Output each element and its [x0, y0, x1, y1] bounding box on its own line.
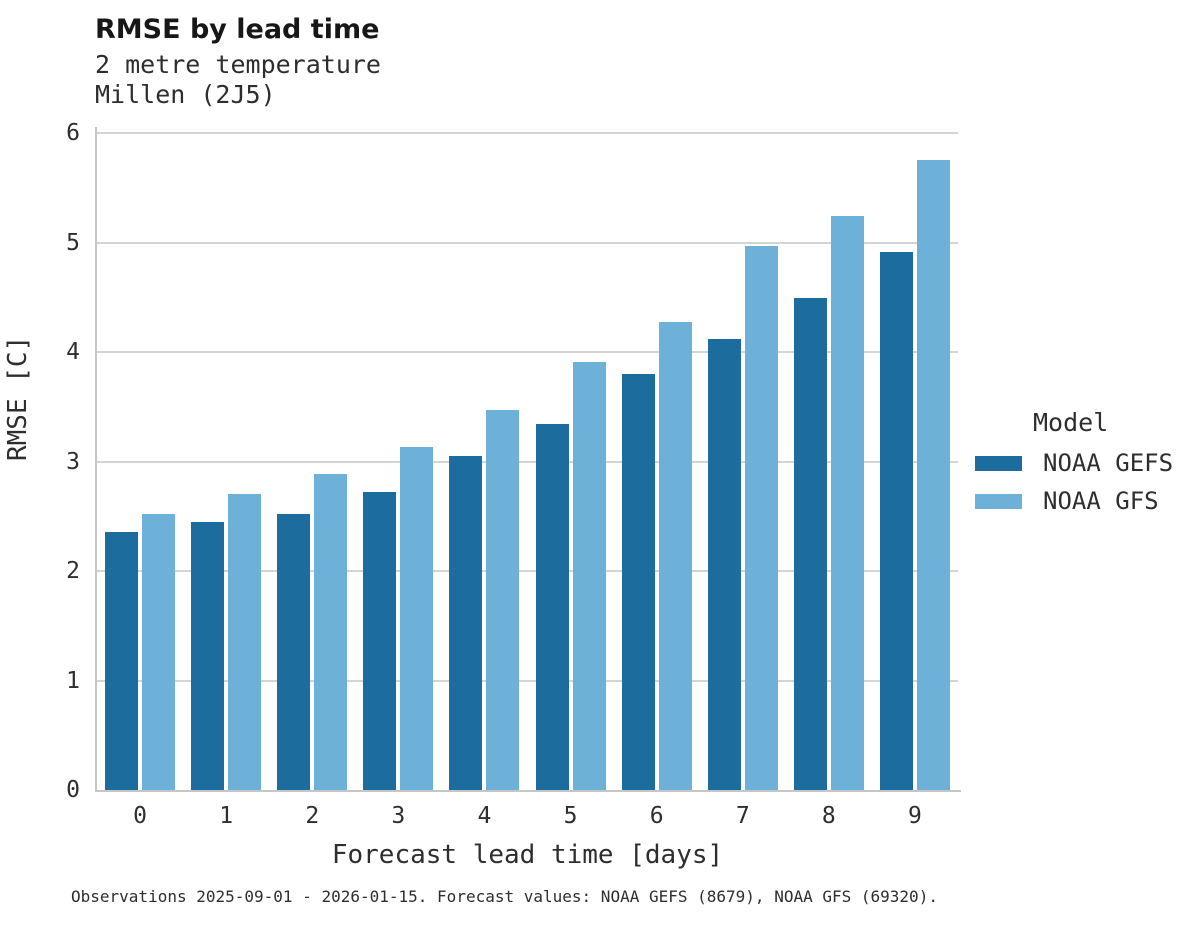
gridline-y-6 — [97, 132, 958, 134]
y-tick-label-4: 4 — [66, 339, 80, 365]
gridline-y-5 — [97, 241, 958, 244]
chart-subtitle: 2 metre temperature Millen (2J5) — [95, 50, 381, 110]
bar-noaa-gfs-day-7 — [744, 245, 778, 790]
x-axis-label: Forecast lead time [days] — [331, 840, 724, 870]
legend-swatch-noaa-gefs — [975, 455, 1022, 471]
bar-noaa-gfs-day-5 — [572, 361, 606, 790]
bar-noaa-gefs-day-3 — [363, 492, 397, 790]
x-tick-label-8: 8 — [821, 803, 836, 829]
bar-noaa-gfs-day-8 — [830, 216, 864, 790]
y-axis-label: RMSE [C] — [3, 335, 33, 461]
y-tick-label-3: 3 — [66, 448, 80, 475]
bar-noaa-gefs-day-6 — [621, 373, 655, 790]
y-tick-label-2: 2 — [66, 558, 80, 584]
y-tick-label-0: 0 — [66, 777, 80, 803]
subtitle-variable: 2 metre temperature — [95, 50, 381, 79]
bar-noaa-gefs-day-1 — [191, 521, 225, 790]
bar-noaa-gfs-day-1 — [228, 494, 262, 790]
legend: Model NOAA GEFS NOAA GFS — [975, 408, 1173, 515]
legend-item-noaa-gfs: NOAA GFS — [975, 487, 1173, 515]
bar-noaa-gefs-day-0 — [105, 531, 139, 790]
gridline-y-1 — [97, 679, 958, 682]
x-tick-label-1: 1 — [219, 803, 234, 829]
y-tick-label-5: 5 — [66, 229, 80, 256]
bar-noaa-gfs-day-2 — [314, 473, 348, 790]
x-tick-label-2: 2 — [305, 803, 320, 829]
legend-label-noaa-gefs: NOAA GEFS — [1043, 449, 1174, 477]
gridline-y-4 — [97, 351, 958, 353]
bar-noaa-gefs-day-7 — [707, 338, 741, 790]
y-axis-spine — [95, 127, 97, 792]
gridline-y-3 — [97, 460, 958, 463]
y-tick-label-1: 1 — [66, 667, 80, 694]
bar-noaa-gfs-day-3 — [400, 447, 434, 790]
x-axis-spine — [95, 790, 961, 792]
bar-noaa-gfs-day-6 — [658, 322, 692, 790]
x-tick-label-6: 6 — [649, 803, 664, 829]
gridline-y-2 — [97, 570, 958, 572]
legend-item-noaa-gefs: NOAA GEFS — [975, 449, 1173, 477]
x-tick-label-7: 7 — [735, 803, 750, 829]
bar-noaa-gfs-day-9 — [916, 160, 950, 790]
chart-title: RMSE by lead time — [95, 14, 380, 45]
bar-noaa-gfs-day-4 — [486, 410, 520, 790]
footer-note: Observations 2025-09-01 - 2026-01-15. Fo… — [71, 887, 938, 906]
x-tick-label-4: 4 — [477, 803, 492, 829]
bar-noaa-gefs-day-5 — [535, 424, 569, 790]
y-tick-label-6: 6 — [66, 120, 80, 146]
plot-area — [97, 132, 958, 790]
x-tick-label-0: 0 — [133, 803, 147, 829]
bar-noaa-gefs-day-2 — [277, 514, 311, 790]
legend-title: Model — [1033, 408, 1109, 437]
bar-noaa-gefs-day-8 — [793, 298, 827, 790]
legend-label-noaa-gfs: NOAA GFS — [1043, 487, 1159, 515]
x-tick-label-3: 3 — [391, 803, 406, 829]
x-tick-label-9: 9 — [908, 803, 922, 829]
bar-noaa-gefs-day-9 — [879, 252, 913, 790]
bar-noaa-gefs-day-4 — [449, 456, 483, 790]
legend-swatch-noaa-gfs — [975, 493, 1022, 509]
subtitle-station: Millen (2J5) — [95, 80, 276, 109]
bar-noaa-gfs-day-0 — [142, 514, 176, 790]
x-tick-label-5: 5 — [563, 803, 578, 829]
